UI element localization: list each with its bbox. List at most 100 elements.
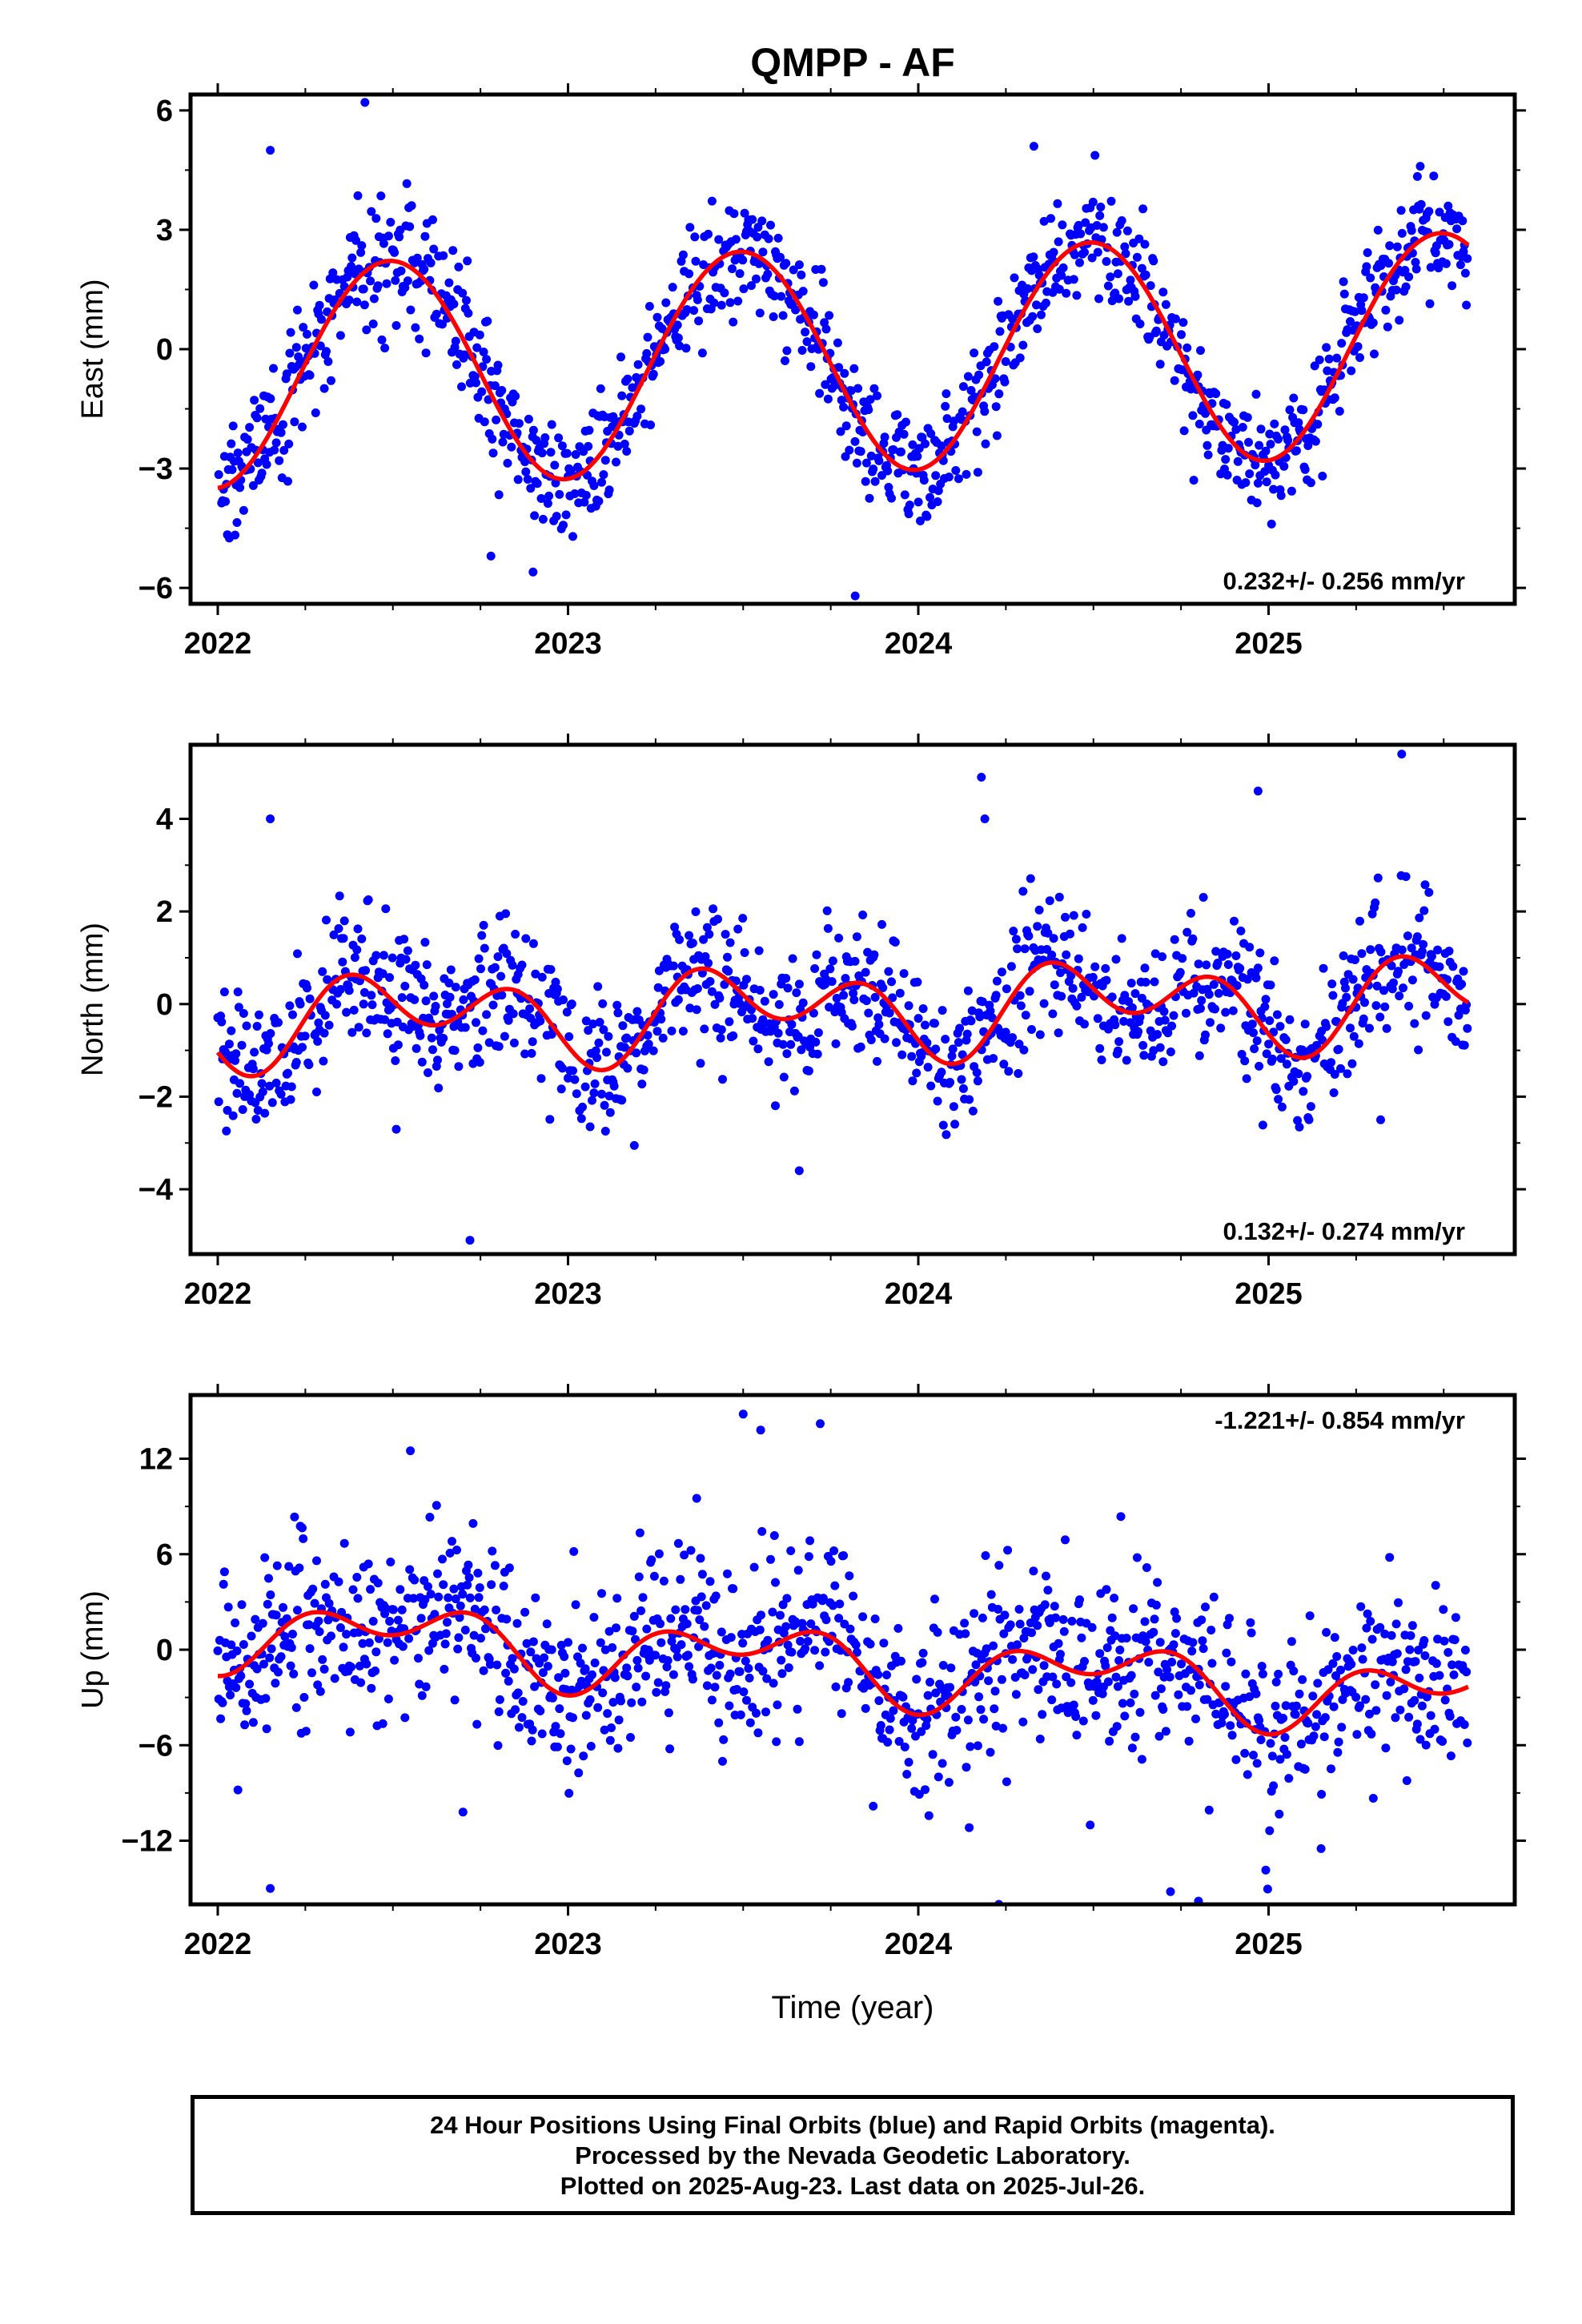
- data-point: [856, 1042, 865, 1051]
- data-point: [1258, 1120, 1267, 1130]
- data-point: [233, 987, 243, 997]
- data-point: [525, 1004, 535, 1014]
- data-point: [1204, 990, 1214, 999]
- data-point: [729, 1584, 738, 1594]
- data-point: [283, 476, 292, 486]
- data-point: [588, 1670, 596, 1679]
- data-point: [960, 1618, 970, 1628]
- data-point: [537, 1729, 547, 1739]
- data-point: [849, 364, 859, 373]
- data-point: [251, 1115, 261, 1124]
- data-point: [415, 1679, 424, 1689]
- data-point: [1221, 455, 1231, 464]
- data-point: [1140, 963, 1150, 973]
- data-point: [508, 960, 517, 970]
- y-axis-title: East (mm): [76, 279, 110, 419]
- data-point: [766, 220, 775, 230]
- data-point: [420, 264, 429, 274]
- data-point: [429, 991, 439, 1001]
- data-point: [870, 1614, 880, 1623]
- data-point: [1034, 1685, 1043, 1695]
- data-point: [656, 1015, 666, 1024]
- data-point: [1045, 896, 1054, 906]
- data-point: [1209, 979, 1219, 989]
- data-point: [383, 231, 393, 241]
- data-point: [1015, 353, 1025, 363]
- data-point: [456, 1601, 465, 1610]
- data-point: [1382, 1691, 1391, 1700]
- data-point: [739, 1687, 749, 1697]
- data-point: [362, 1659, 371, 1669]
- data-point: [1460, 1720, 1469, 1729]
- data-point: [1156, 1684, 1166, 1694]
- data-point: [404, 1634, 414, 1643]
- data-point: [817, 264, 826, 274]
- data-point: [913, 977, 922, 987]
- data-point: [479, 1666, 488, 1675]
- data-point: [776, 1610, 785, 1620]
- data-point: [930, 1019, 939, 1028]
- data-point: [1069, 275, 1078, 284]
- data-point: [452, 1546, 461, 1554]
- x-tick-label: 2022: [184, 627, 252, 661]
- data-point: [1419, 939, 1428, 949]
- data-point: [457, 382, 466, 392]
- data-point: [669, 1670, 678, 1679]
- data-point: [794, 1737, 804, 1747]
- data-point: [420, 938, 430, 947]
- data-point: [832, 994, 841, 1003]
- data-point: [1445, 1711, 1455, 1721]
- data-point: [1101, 963, 1110, 973]
- data-point: [1405, 1645, 1415, 1655]
- data-point: [980, 814, 990, 823]
- data-point: [227, 1640, 236, 1650]
- data-point: [1102, 975, 1111, 985]
- data-point: [864, 1008, 873, 1018]
- data-point: [1250, 1044, 1259, 1054]
- data-point: [884, 967, 893, 976]
- data-point: [1381, 1743, 1391, 1753]
- data-point: [1280, 425, 1290, 435]
- data-point: [218, 1698, 227, 1707]
- data-point: [885, 1725, 894, 1735]
- data-point: [1397, 228, 1407, 238]
- data-point: [938, 1661, 948, 1670]
- data-point: [1096, 203, 1106, 211]
- data-point: [725, 298, 735, 308]
- data-point: [547, 1645, 556, 1655]
- data-point: [439, 1034, 448, 1043]
- data-point: [560, 1668, 570, 1678]
- data-point: [221, 497, 231, 506]
- data-point: [266, 1884, 275, 1893]
- data-point: [705, 977, 715, 986]
- data-point: [812, 950, 821, 959]
- data-point: [1238, 423, 1247, 432]
- data-point: [219, 1579, 228, 1589]
- data-point: [828, 956, 837, 966]
- data-point: [1166, 1887, 1175, 1896]
- data-point: [1072, 291, 1082, 300]
- data-point: [600, 1725, 609, 1735]
- data-point: [568, 532, 577, 541]
- data-point: [849, 995, 859, 1004]
- data-point: [1047, 1695, 1057, 1705]
- data-point: [377, 335, 387, 344]
- data-point: [593, 1703, 603, 1712]
- x-tick-label: 2022: [184, 1277, 252, 1311]
- data-point: [966, 1016, 976, 1026]
- data-point: [1375, 1622, 1385, 1632]
- data-point: [578, 1643, 587, 1653]
- data-point: [754, 946, 764, 955]
- data-point: [898, 1692, 908, 1702]
- y-tick-label: −3: [139, 452, 173, 486]
- data-point: [1201, 1602, 1210, 1612]
- data-point: [1371, 898, 1380, 907]
- data-point: [705, 930, 714, 939]
- data-point: [1339, 951, 1348, 960]
- data-point: [1195, 1680, 1204, 1690]
- data-point: [1359, 1014, 1368, 1023]
- data-point: [762, 1674, 772, 1683]
- data-point: [231, 1618, 240, 1627]
- data-point: [1281, 1035, 1291, 1044]
